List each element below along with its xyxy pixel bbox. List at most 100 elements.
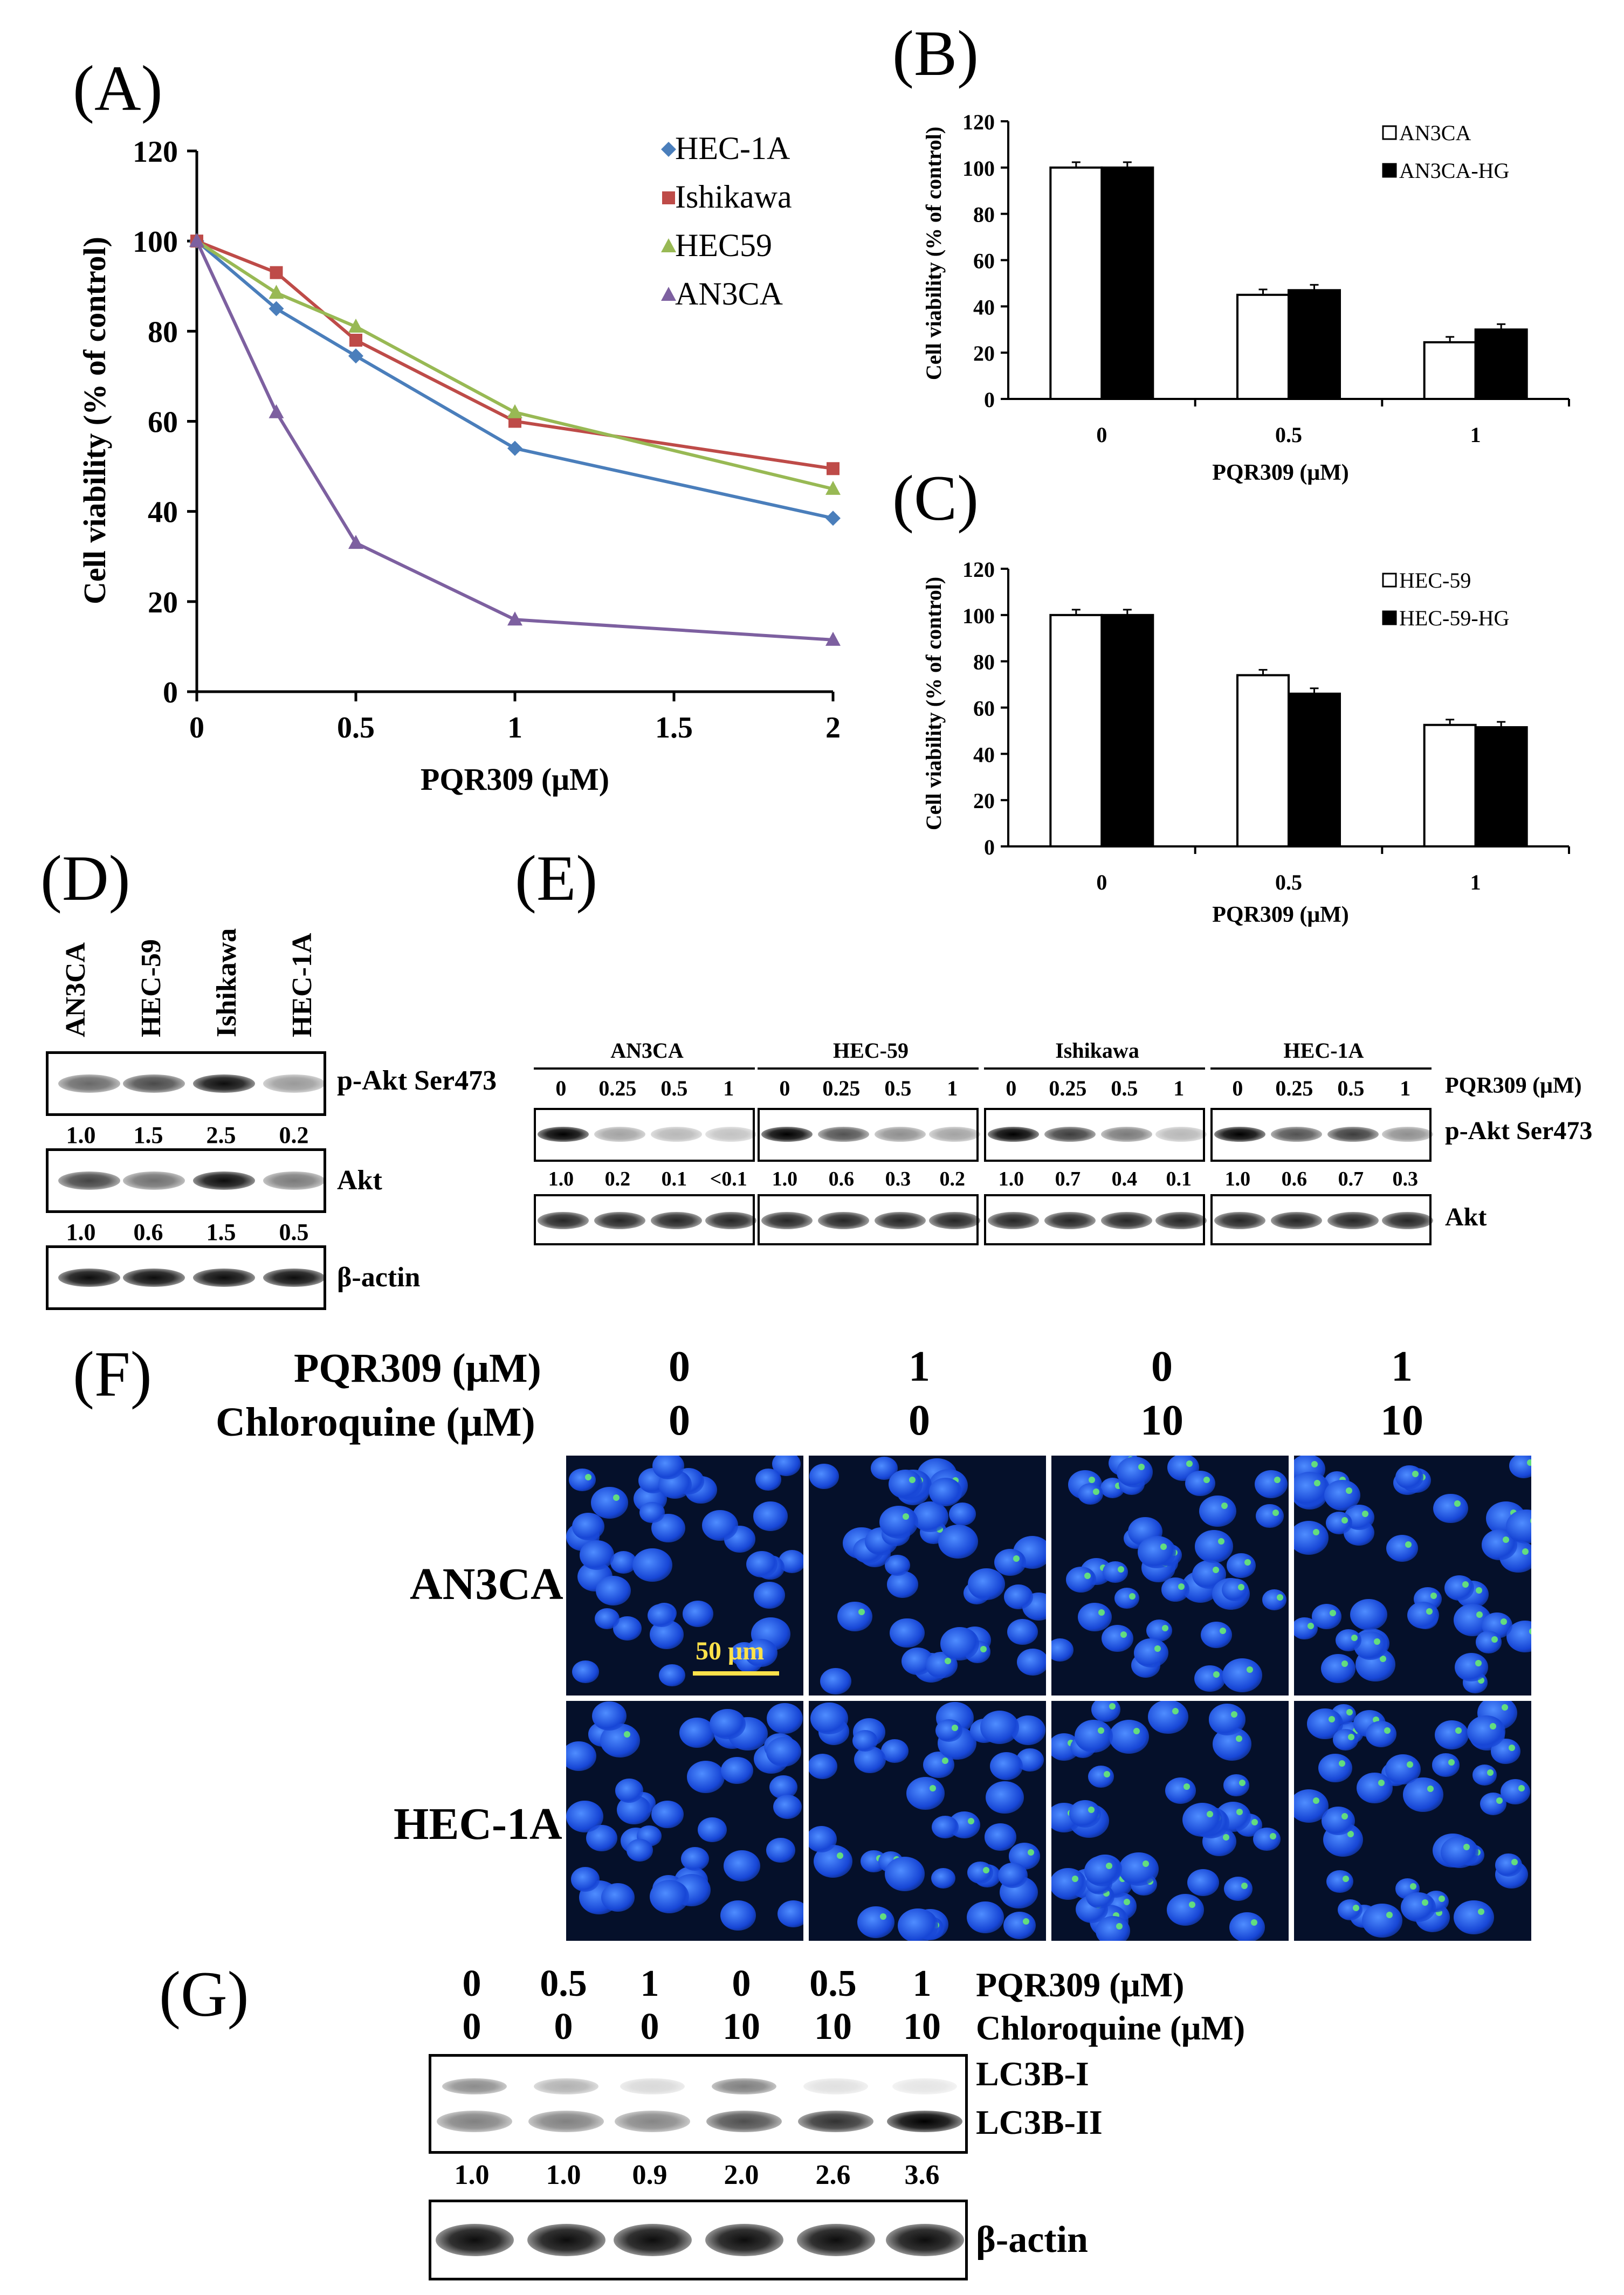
lc3-puncta bbox=[1250, 1919, 1257, 1926]
lc3-puncta bbox=[1346, 1708, 1353, 1715]
blot-e-quant: <0.1 bbox=[710, 1168, 747, 1190]
chart-a-ytick-label: 60 bbox=[148, 406, 178, 439]
blot-g-label-lc3b-ii: LC3B-II bbox=[976, 2103, 1103, 2141]
lc3-puncta bbox=[929, 1784, 936, 1791]
blot-e-akt bbox=[1210, 1194, 1433, 1245]
lc3-puncta bbox=[1530, 1517, 1531, 1524]
lc3-puncta bbox=[1104, 1770, 1111, 1777]
blot-e-quant: 0.4 bbox=[1111, 1168, 1138, 1190]
blot-d-band bbox=[58, 1074, 120, 1093]
chart-a-point-an3ca bbox=[507, 611, 522, 626]
chart-c-bar-hec-59 bbox=[1049, 614, 1103, 847]
blot-g-band-lc3b-i bbox=[534, 2078, 598, 2094]
nucleus bbox=[652, 1456, 685, 1479]
blot-d-label-actin: β-actin bbox=[337, 1262, 421, 1293]
blot-e-band bbox=[537, 1212, 589, 1229]
chart-a-point-hec59 bbox=[348, 318, 363, 333]
chart-b-xtick-label: 0.5 bbox=[1275, 423, 1302, 447]
blot-g-pqr-dose: 0.5 bbox=[809, 1963, 857, 2004]
blot-g-label-lc3b-i: LC3B-I bbox=[976, 2055, 1089, 2093]
blot-e-pakt bbox=[1210, 1108, 1433, 1162]
micrograph bbox=[809, 1456, 1046, 1696]
blot-g-pqr-dose: 1 bbox=[912, 1963, 932, 2004]
chart-a-xtick-label: 1.5 bbox=[655, 711, 693, 745]
blot-d-band bbox=[263, 1171, 325, 1190]
blot-e-akt bbox=[534, 1194, 756, 1245]
blot-e-dose-label: PQR309 (μM) bbox=[1445, 1073, 1582, 1098]
chart-c-ytick-label: 0 bbox=[984, 835, 995, 859]
nucleus bbox=[1254, 1470, 1288, 1498]
scale-bar bbox=[693, 1671, 779, 1676]
blot-g-actin bbox=[429, 2200, 968, 2280]
blot-d-band bbox=[122, 1074, 185, 1093]
blot-g-band-lc3b-ii bbox=[706, 2111, 782, 2132]
panel-f-pqr-0: 0 bbox=[669, 1343, 690, 1390]
lc3-puncta bbox=[624, 1731, 631, 1738]
blot-e-quant: 0.7 bbox=[1055, 1168, 1081, 1190]
chart-a-legend-label: AN3CA bbox=[675, 276, 783, 312]
lc3-puncta bbox=[1189, 1901, 1196, 1908]
blot-g-pqr-dose: 0 bbox=[732, 1963, 751, 2004]
blot-e-quant: 0.7 bbox=[1338, 1168, 1364, 1190]
chart-a-legend-label: HEC59 bbox=[675, 228, 772, 263]
blot-e-band bbox=[594, 1127, 645, 1142]
panel-f-row-label-hec1a: HEC-1A bbox=[394, 1799, 562, 1849]
lc3-puncta bbox=[1230, 1711, 1237, 1718]
nucleus bbox=[1117, 1457, 1153, 1487]
nucleus bbox=[1356, 1772, 1393, 1803]
blot-g-cq-dose: 10 bbox=[814, 2006, 852, 2048]
lc3-puncta bbox=[1084, 1572, 1091, 1579]
blot-d-lane-1: HEC-59 bbox=[136, 939, 167, 1037]
blot-e-band bbox=[987, 1127, 1039, 1142]
nucleus bbox=[723, 1850, 761, 1882]
lc3-puncta bbox=[1312, 1528, 1319, 1535]
lc3-puncta bbox=[585, 1473, 592, 1480]
chart-a-legend-marker bbox=[662, 191, 675, 204]
chart-b-bar-an3ca-hg bbox=[1100, 166, 1154, 400]
nucleus bbox=[967, 1901, 1004, 1933]
blot-g-band-actin bbox=[885, 2224, 964, 2256]
chart-a-point-hec-1a bbox=[348, 348, 363, 364]
lc3-puncta bbox=[1384, 1727, 1391, 1734]
lc3-puncta bbox=[1172, 1708, 1179, 1715]
nucleus bbox=[1222, 1658, 1263, 1693]
chart-a-point-hec-1a bbox=[507, 440, 522, 456]
nucleus bbox=[1165, 1777, 1196, 1804]
blot-g-band-lc3b-ii bbox=[798, 2111, 873, 2132]
lc3-puncta bbox=[1496, 1797, 1503, 1804]
nucleus bbox=[1455, 1653, 1489, 1682]
lc3-puncta bbox=[1353, 1904, 1360, 1911]
chart-a-ytick-label: 20 bbox=[148, 586, 178, 619]
panel-label-b: (B) bbox=[892, 17, 979, 89]
nucleus bbox=[697, 1817, 727, 1842]
blot-e-band bbox=[987, 1212, 1039, 1229]
lc3-puncta bbox=[1133, 1727, 1140, 1734]
nucleus bbox=[1148, 1701, 1188, 1734]
chart-a-series-line-ishikawa bbox=[196, 239, 834, 471]
blot-e-quant: 0.6 bbox=[1281, 1168, 1308, 1190]
chart-a-point-ishikawa bbox=[827, 462, 839, 475]
chart-b-legend-label: AN3CA bbox=[1399, 121, 1471, 145]
nucleus bbox=[1472, 1765, 1497, 1786]
nucleus bbox=[985, 1781, 1024, 1814]
micrograph bbox=[566, 1456, 803, 1696]
lc3-puncta bbox=[1274, 1477, 1281, 1484]
blot-d-akt-quant-0: 1.0 bbox=[66, 1219, 96, 1245]
chart-c-legend-label: HEC-59 bbox=[1399, 568, 1471, 592]
blot-g-cq-dose: 0 bbox=[554, 2006, 573, 2048]
nucleus bbox=[1229, 1912, 1265, 1941]
lc3-puncta bbox=[1203, 1477, 1210, 1484]
lc3-puncta bbox=[1312, 1797, 1319, 1804]
lc3-puncta bbox=[1439, 1896, 1446, 1903]
blot-e-label-pakt: p-Akt Ser473 bbox=[1445, 1117, 1593, 1145]
lc3-puncta bbox=[1013, 1555, 1020, 1562]
panel-label-a: (A) bbox=[73, 52, 163, 124]
lc3-puncta bbox=[1109, 1703, 1116, 1710]
lc3-puncta bbox=[1448, 1759, 1455, 1766]
blot-e-quant: 1.0 bbox=[998, 1168, 1024, 1190]
chart-b-bar-an3ca bbox=[1236, 293, 1290, 400]
blot-g-band-lc3b-i bbox=[620, 2078, 685, 2094]
nucleus bbox=[1509, 1456, 1531, 1478]
nucleus bbox=[615, 1779, 644, 1803]
blot-d-band bbox=[192, 1171, 255, 1190]
